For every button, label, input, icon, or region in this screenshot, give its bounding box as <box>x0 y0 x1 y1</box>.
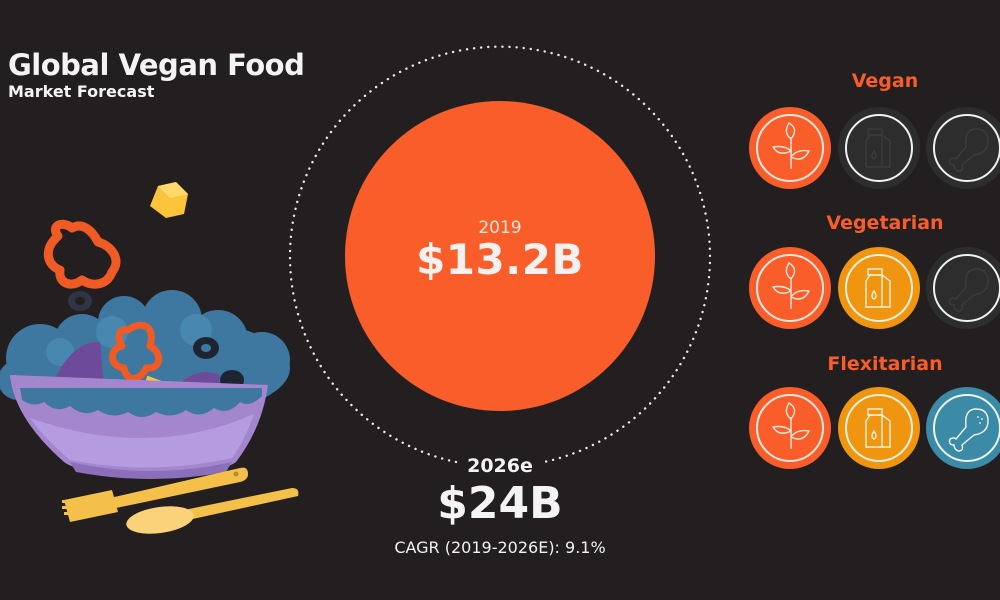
chicken-leg-icon <box>933 114 1000 182</box>
cagr-label: CAGR (2019-2026E): 9.1% <box>394 538 606 557</box>
vegetarian-plant-circle <box>749 247 831 329</box>
vegetarian-meat-circle <box>926 247 1000 329</box>
diet-label-vegan: Vegan <box>851 70 919 92</box>
diet-comparison: Vegan <box>740 60 1000 480</box>
page-title: Global Vegan Food <box>8 48 305 82</box>
milk-carton-icon <box>845 394 913 462</box>
fork-icon <box>62 467 248 522</box>
forecast-chart: 2019 $13.2B 2026e $24B CAGR (2019-2026E)… <box>280 40 720 580</box>
milk-carton-icon <box>845 254 913 322</box>
diet-label-flexitarian: Flexitarian <box>827 353 943 375</box>
diet-label-vegetarian: Vegetarian <box>826 212 944 234</box>
flexitarian-meat-circle <box>926 387 1000 469</box>
vegan-meat-circle <box>926 107 1000 189</box>
plant-icon <box>756 394 824 462</box>
plant-icon <box>756 114 824 182</box>
bowl-icon <box>10 375 268 479</box>
flexitarian-milk-circle <box>838 387 920 469</box>
forecast-year-label: 2026e <box>467 455 533 477</box>
forecast-value-label: $24B <box>437 478 563 529</box>
salad-bowl-icon <box>0 182 299 534</box>
flexitarian-plant-circle <box>749 387 831 469</box>
vegan-plant-circle <box>749 107 831 189</box>
vegetarian-milk-circle <box>838 247 920 329</box>
base-year-label: 2019 <box>478 218 522 238</box>
title-block: Global Vegan Food Market Forecast <box>8 48 305 102</box>
vegan-milk-circle <box>838 107 920 189</box>
spoon-icon <box>126 488 299 534</box>
plant-icon <box>756 254 824 322</box>
chicken-leg-icon <box>933 394 1000 462</box>
milk-carton-icon <box>845 114 913 182</box>
pepper-ring-icon <box>43 219 121 289</box>
cheese-cube-icon <box>150 182 188 218</box>
base-value-label: $13.2B <box>416 235 584 284</box>
salad-bowl-illustration <box>0 170 310 540</box>
chicken-leg-icon <box>933 254 1000 322</box>
forecast-circles <box>288 45 712 464</box>
base-2019-circle <box>345 101 655 411</box>
page-subtitle: Market Forecast <box>8 82 155 101</box>
